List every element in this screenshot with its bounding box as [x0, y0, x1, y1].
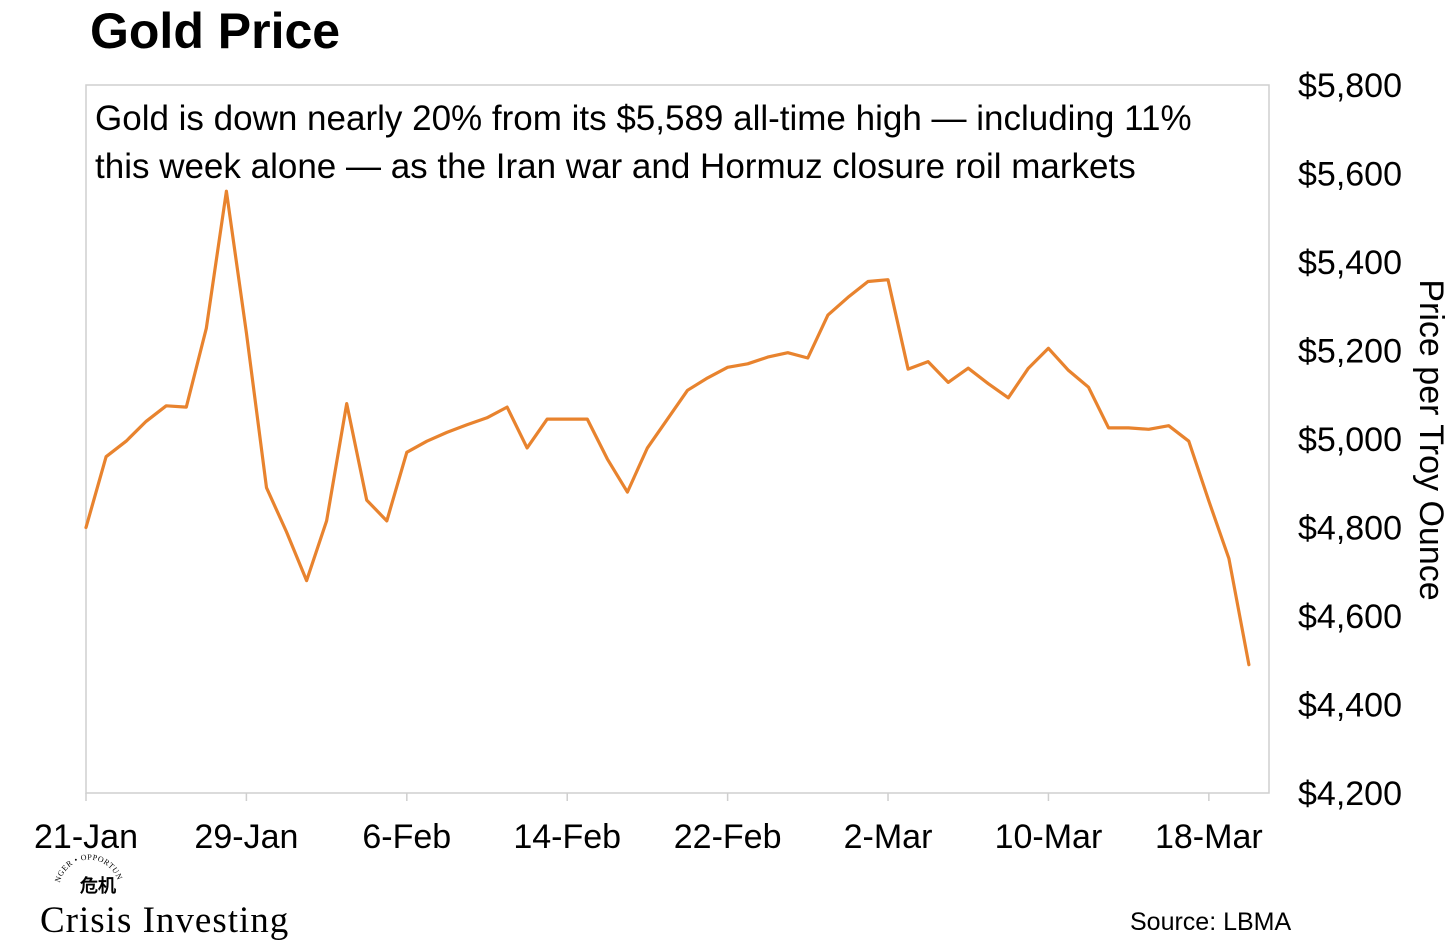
y-tick-label: $4,200: [1298, 775, 1402, 813]
y-axis: $4,200 $4,400 $4,600 $4,800 $5,000 $5,200 $5,4…: [1298, 67, 1402, 813]
chart-title: Gold Price: [90, 3, 340, 59]
y-tick-label: $5,400: [1298, 244, 1402, 282]
source-note: Source: LBMA: [1130, 908, 1292, 936]
x-tick-label: 2-Mar: [844, 818, 933, 856]
x-tick-label: 6-Feb: [362, 818, 451, 856]
y-tick-label: $5,800: [1298, 67, 1402, 105]
x-tick-label: 22-Feb: [674, 818, 782, 856]
y-tick-label: $5,000: [1298, 421, 1402, 459]
x-tick-label: 29-Jan: [194, 818, 298, 856]
x-tick-label: 21-Jan: [34, 818, 138, 856]
annotation-line-2: this week alone — as the Iran war and Ho…: [95, 147, 1136, 186]
series-line-gold-price: [84, 189, 1251, 667]
y-axis-label: Price per Troy Ounce: [1412, 279, 1450, 600]
x-tick-label: 10-Mar: [995, 818, 1103, 856]
plot-frame: [85, 84, 1270, 794]
series-layer: [84, 189, 1251, 667]
logo-emblem-icon: 危机: [79, 875, 116, 896]
y-tick-label: $4,400: [1298, 687, 1402, 725]
x-tick-label: 14-Feb: [513, 818, 621, 856]
x-axis: 21-Jan 29-Jan 6-Feb 14-Feb 22-Feb 2-Mar 10-Mar…: [34, 793, 1263, 856]
annotation-line-1: Gold is down nearly 20% from its $5,589 …: [95, 99, 1192, 138]
y-tick-label: $5,200: [1298, 333, 1402, 371]
y-tick-label: $4,800: [1298, 510, 1402, 548]
logo-wordmark: Crisis Investing: [40, 900, 289, 941]
y-tick-label: $4,600: [1298, 598, 1402, 636]
x-tick-label: 18-Mar: [1155, 818, 1263, 856]
y-tick-label: $5,600: [1298, 156, 1402, 194]
